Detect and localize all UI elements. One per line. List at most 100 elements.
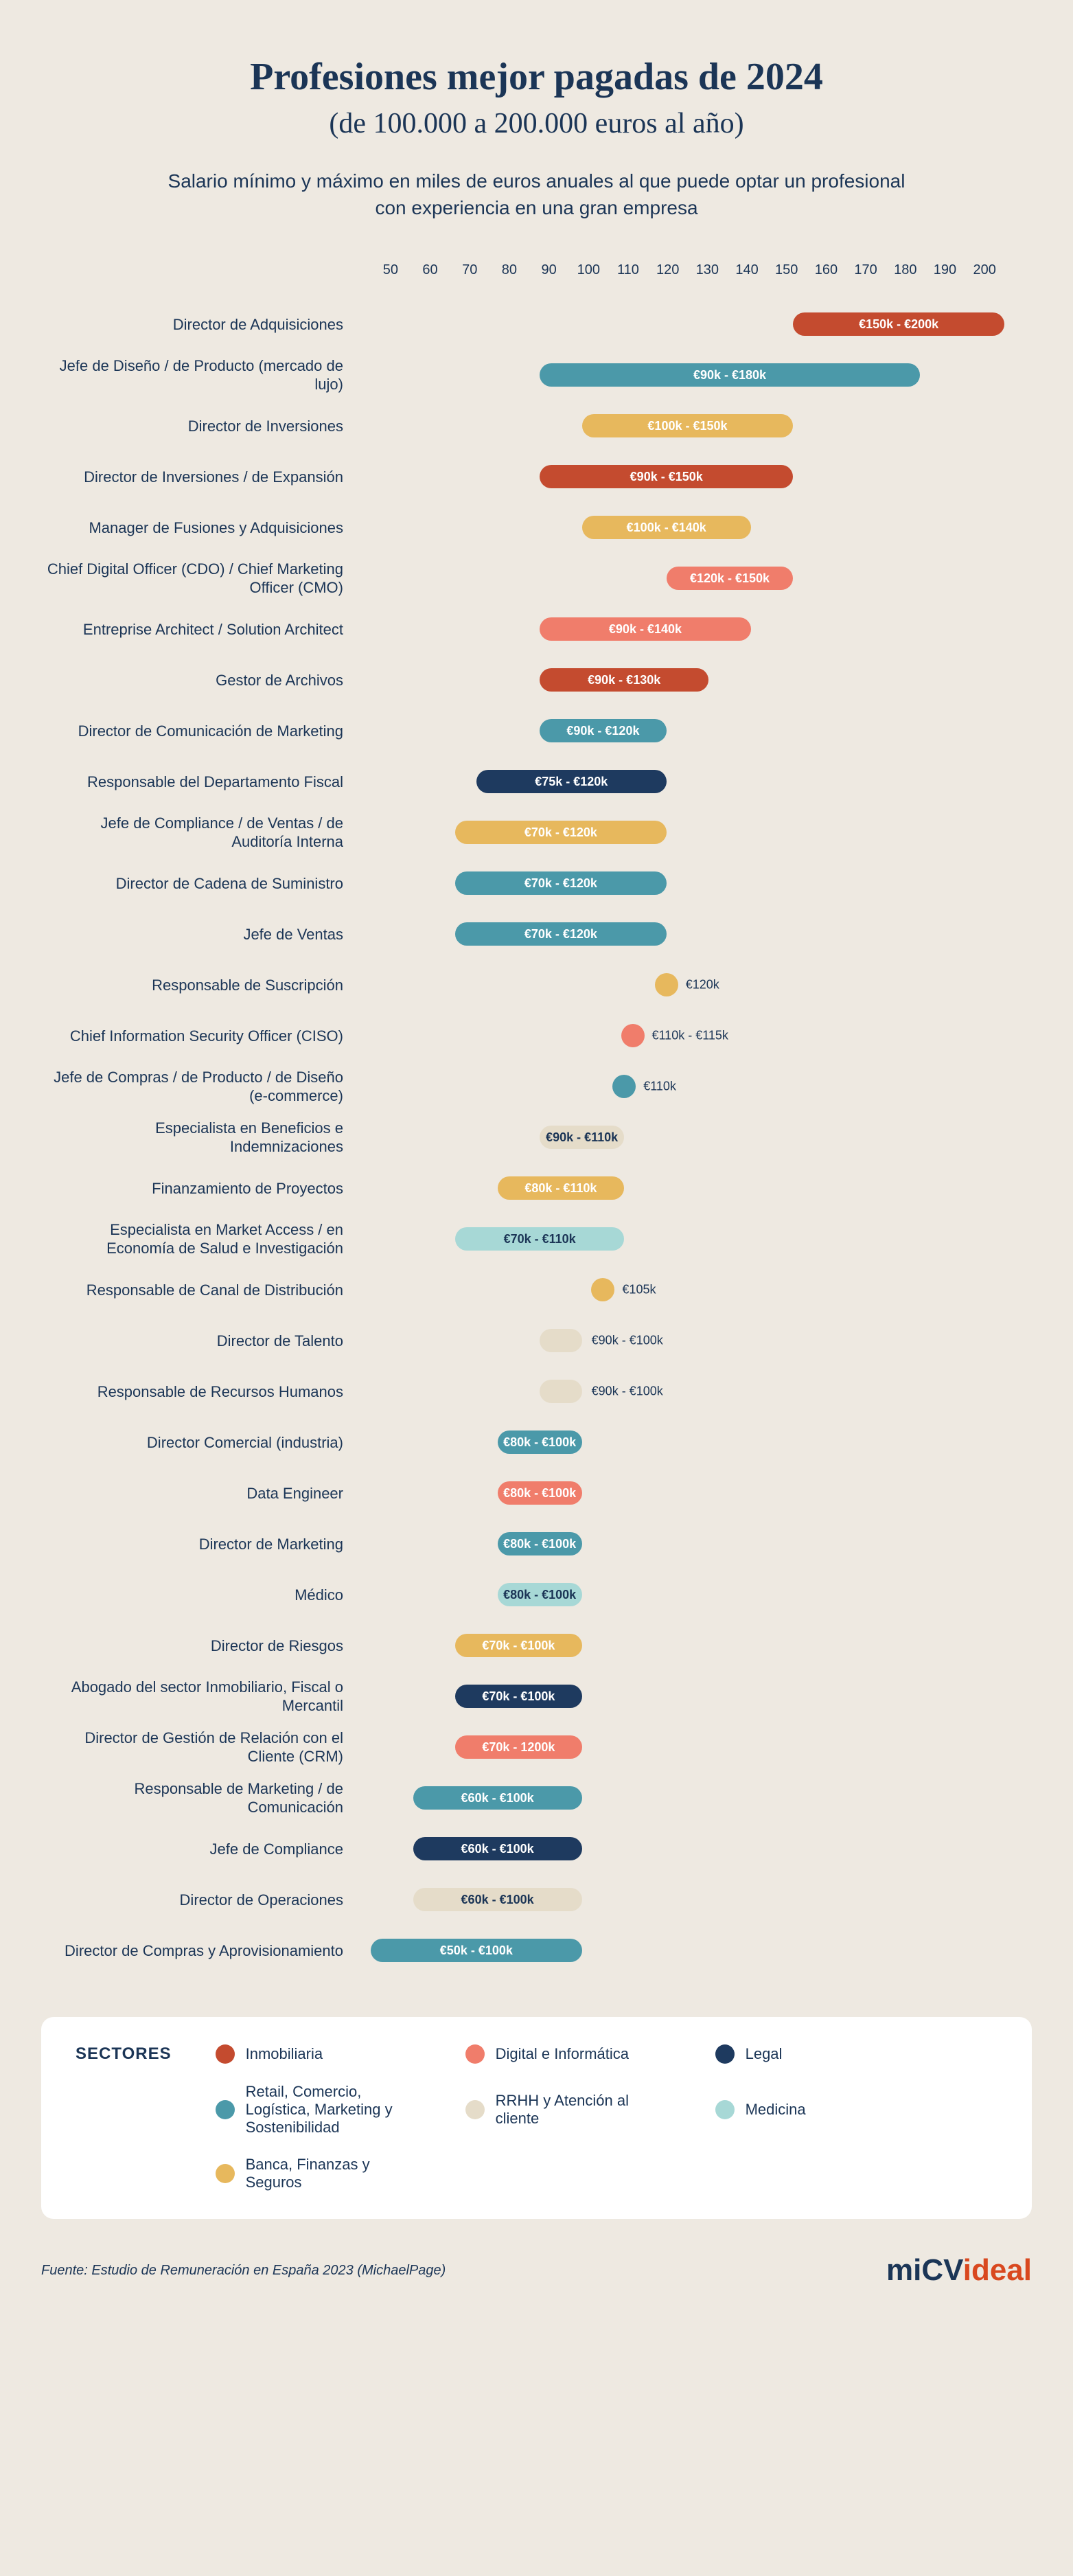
salary-bar: €60k - €100k [413, 1837, 582, 1860]
salary-bar: €75k - €120k [476, 770, 667, 793]
legend-swatch [216, 2164, 235, 2183]
chart-row: Director de Inversiones€100k - €150k [371, 400, 1004, 451]
row-label: Jefe de Diseño / de Producto (mercado de… [41, 356, 357, 394]
axis-tick: 90 [529, 262, 569, 278]
salary-bar: €100k - €150k [582, 414, 794, 437]
row-label: Director de Inversiones / de Expansión [41, 468, 357, 487]
axis-tick: 170 [846, 262, 886, 278]
row-track: €60k - €100k [371, 1773, 1004, 1823]
chart-row: Responsable del Departamento Fiscal€75k … [371, 756, 1004, 807]
salary-point [591, 1278, 614, 1301]
row-label: Director de Marketing [41, 1535, 357, 1554]
chart-row: Especialista en Market Access / en Econo… [371, 1213, 1004, 1264]
row-track: €80k - €100k [371, 1468, 1004, 1518]
chart-row: Médico€80k - €100k [371, 1569, 1004, 1620]
row-track: €120k - €150k [371, 553, 1004, 604]
brand-mi: mi [886, 2253, 921, 2287]
legend-label: Banca, Finanzas y Seguros [246, 2156, 424, 2191]
row-track: €80k - €110k [371, 1163, 1004, 1213]
row-label: Director de Riesgos [41, 1637, 357, 1656]
row-label: Chief Digital Officer (CDO) / Chief Mark… [41, 560, 357, 597]
salary-point-label: €110k - €115k [652, 1029, 728, 1043]
row-track: €50k - €100k [371, 1925, 1004, 1976]
row-track: €70k - €100k [371, 1620, 1004, 1671]
row-track: €90k - €120k [371, 705, 1004, 756]
row-label: Especialista en Market Access / en Econo… [41, 1220, 357, 1258]
row-label: Director de Operaciones [41, 1891, 357, 1910]
row-label: Responsable de Suscripción [41, 976, 357, 995]
chart-description: Salario mínimo y máximo en miles de euro… [159, 168, 914, 221]
salary-bar: €70k - €120k [455, 871, 667, 895]
row-label: Jefe de Compras / de Producto / de Diseñ… [41, 1068, 357, 1106]
salary-bar: €70k - €100k [455, 1685, 582, 1708]
chart-row: Chief Information Security Officer (CISO… [371, 1010, 1004, 1061]
row-track: €90k - €140k [371, 604, 1004, 654]
chart-row: Director de Marketing€80k - €100k [371, 1518, 1004, 1569]
axis-tick: 60 [411, 262, 450, 278]
row-label: Finanzamiento de Proyectos [41, 1179, 357, 1198]
row-label: Chief Information Security Officer (CISO… [41, 1027, 357, 1046]
row-label: Abogado del sector Inmobiliario, Fiscal … [41, 1678, 357, 1716]
footer: Fuente: Estudio de Remuneración en Españ… [41, 2253, 1032, 2288]
salary-bar: €90k - €130k [540, 668, 708, 692]
axis-tick: 180 [886, 262, 925, 278]
chart-row: Jefe de Diseño / de Producto (mercado de… [371, 350, 1004, 400]
chart-title: Profesiones mejor pagadas de 2024 [41, 55, 1032, 99]
salary-point [612, 1075, 636, 1098]
legend-label: Digital e Informática [496, 2045, 629, 2063]
chart-row: Especialista en Beneficios e Indemnizaci… [371, 1112, 1004, 1163]
chart-row: Gestor de Archivos€90k - €130k [371, 654, 1004, 705]
row-track: €110k [371, 1061, 1004, 1112]
chart-rows: Director de Adquisiciones€150k - €200kJe… [371, 299, 1004, 1976]
chart-row: Responsable de Canal de Distribución€105… [371, 1264, 1004, 1315]
row-label: Entreprise Architect / Solution Architec… [41, 620, 357, 639]
chart-row: Director de Adquisiciones€150k - €200k [371, 299, 1004, 350]
row-track: €70k - €100k [371, 1671, 1004, 1722]
row-label: Jefe de Compliance / de Ventas / de Audi… [41, 814, 357, 852]
row-track: €60k - €100k [371, 1874, 1004, 1925]
axis-tick: 200 [965, 262, 1004, 278]
row-label: Manager de Fusiones y Adquisiciones [41, 518, 357, 538]
salary-bar: €80k - €110k [498, 1176, 625, 1200]
salary-bar: €80k - €100k [498, 1532, 582, 1555]
row-label: Data Engineer [41, 1484, 357, 1503]
legend-label: Legal [746, 2045, 783, 2063]
salary-bar [540, 1329, 582, 1352]
chart-row: Director de Operaciones€60k - €100k [371, 1874, 1004, 1925]
row-label: Director de Cadena de Suministro [41, 874, 357, 893]
row-track: €120k [371, 959, 1004, 1010]
legend-label: RRHH y Atención al cliente [496, 2092, 674, 2128]
axis-tick: 190 [925, 262, 965, 278]
row-label: Director de Compras y Aprovisionamiento [41, 1941, 357, 1961]
row-label: Director de Talento [41, 1332, 357, 1351]
row-label: Médico [41, 1586, 357, 1605]
chart-row: Director Comercial (industria)€80k - €10… [371, 1417, 1004, 1468]
chart-row: Director de Compras y Aprovisionamiento€… [371, 1925, 1004, 1976]
legend-swatch [216, 2044, 235, 2064]
legend-label: Medicina [746, 2101, 806, 2119]
row-label: Director de Comunicación de Marketing [41, 722, 357, 741]
row-label: Director de Inversiones [41, 417, 357, 436]
x-axis: 5060708090100110120130140150160170180190… [371, 262, 1004, 278]
row-track: €90k - €100k [371, 1366, 1004, 1417]
chart-row: Abogado del sector Inmobiliario, Fiscal … [371, 1671, 1004, 1722]
salary-point [655, 973, 678, 996]
row-track: €90k - €180k [371, 350, 1004, 400]
legend-item: RRHH y Atención al cliente [465, 2083, 674, 2136]
infographic-container: Profesiones mejor pagadas de 2024 (de 10… [41, 55, 1032, 2288]
salary-bar: €80k - €100k [498, 1481, 582, 1505]
row-track: €90k - €150k [371, 451, 1004, 502]
row-label: Responsable de Recursos Humanos [41, 1382, 357, 1402]
chart-row: Entreprise Architect / Solution Architec… [371, 604, 1004, 654]
salary-bar: €70k - €110k [455, 1227, 624, 1251]
axis-tick: 130 [688, 262, 728, 278]
row-track: €70k - 1200k [371, 1722, 1004, 1773]
row-track: €80k - €100k [371, 1417, 1004, 1468]
axis-tick: 100 [568, 262, 608, 278]
chart-row: Data Engineer€80k - €100k [371, 1468, 1004, 1518]
chart-row: Responsable de Marketing / de Comunicaci… [371, 1773, 1004, 1823]
row-track: €90k - €130k [371, 654, 1004, 705]
salary-bar: €90k - €150k [540, 465, 793, 488]
legend-swatch [715, 2044, 735, 2064]
row-track: €150k - €200k [371, 299, 1004, 350]
